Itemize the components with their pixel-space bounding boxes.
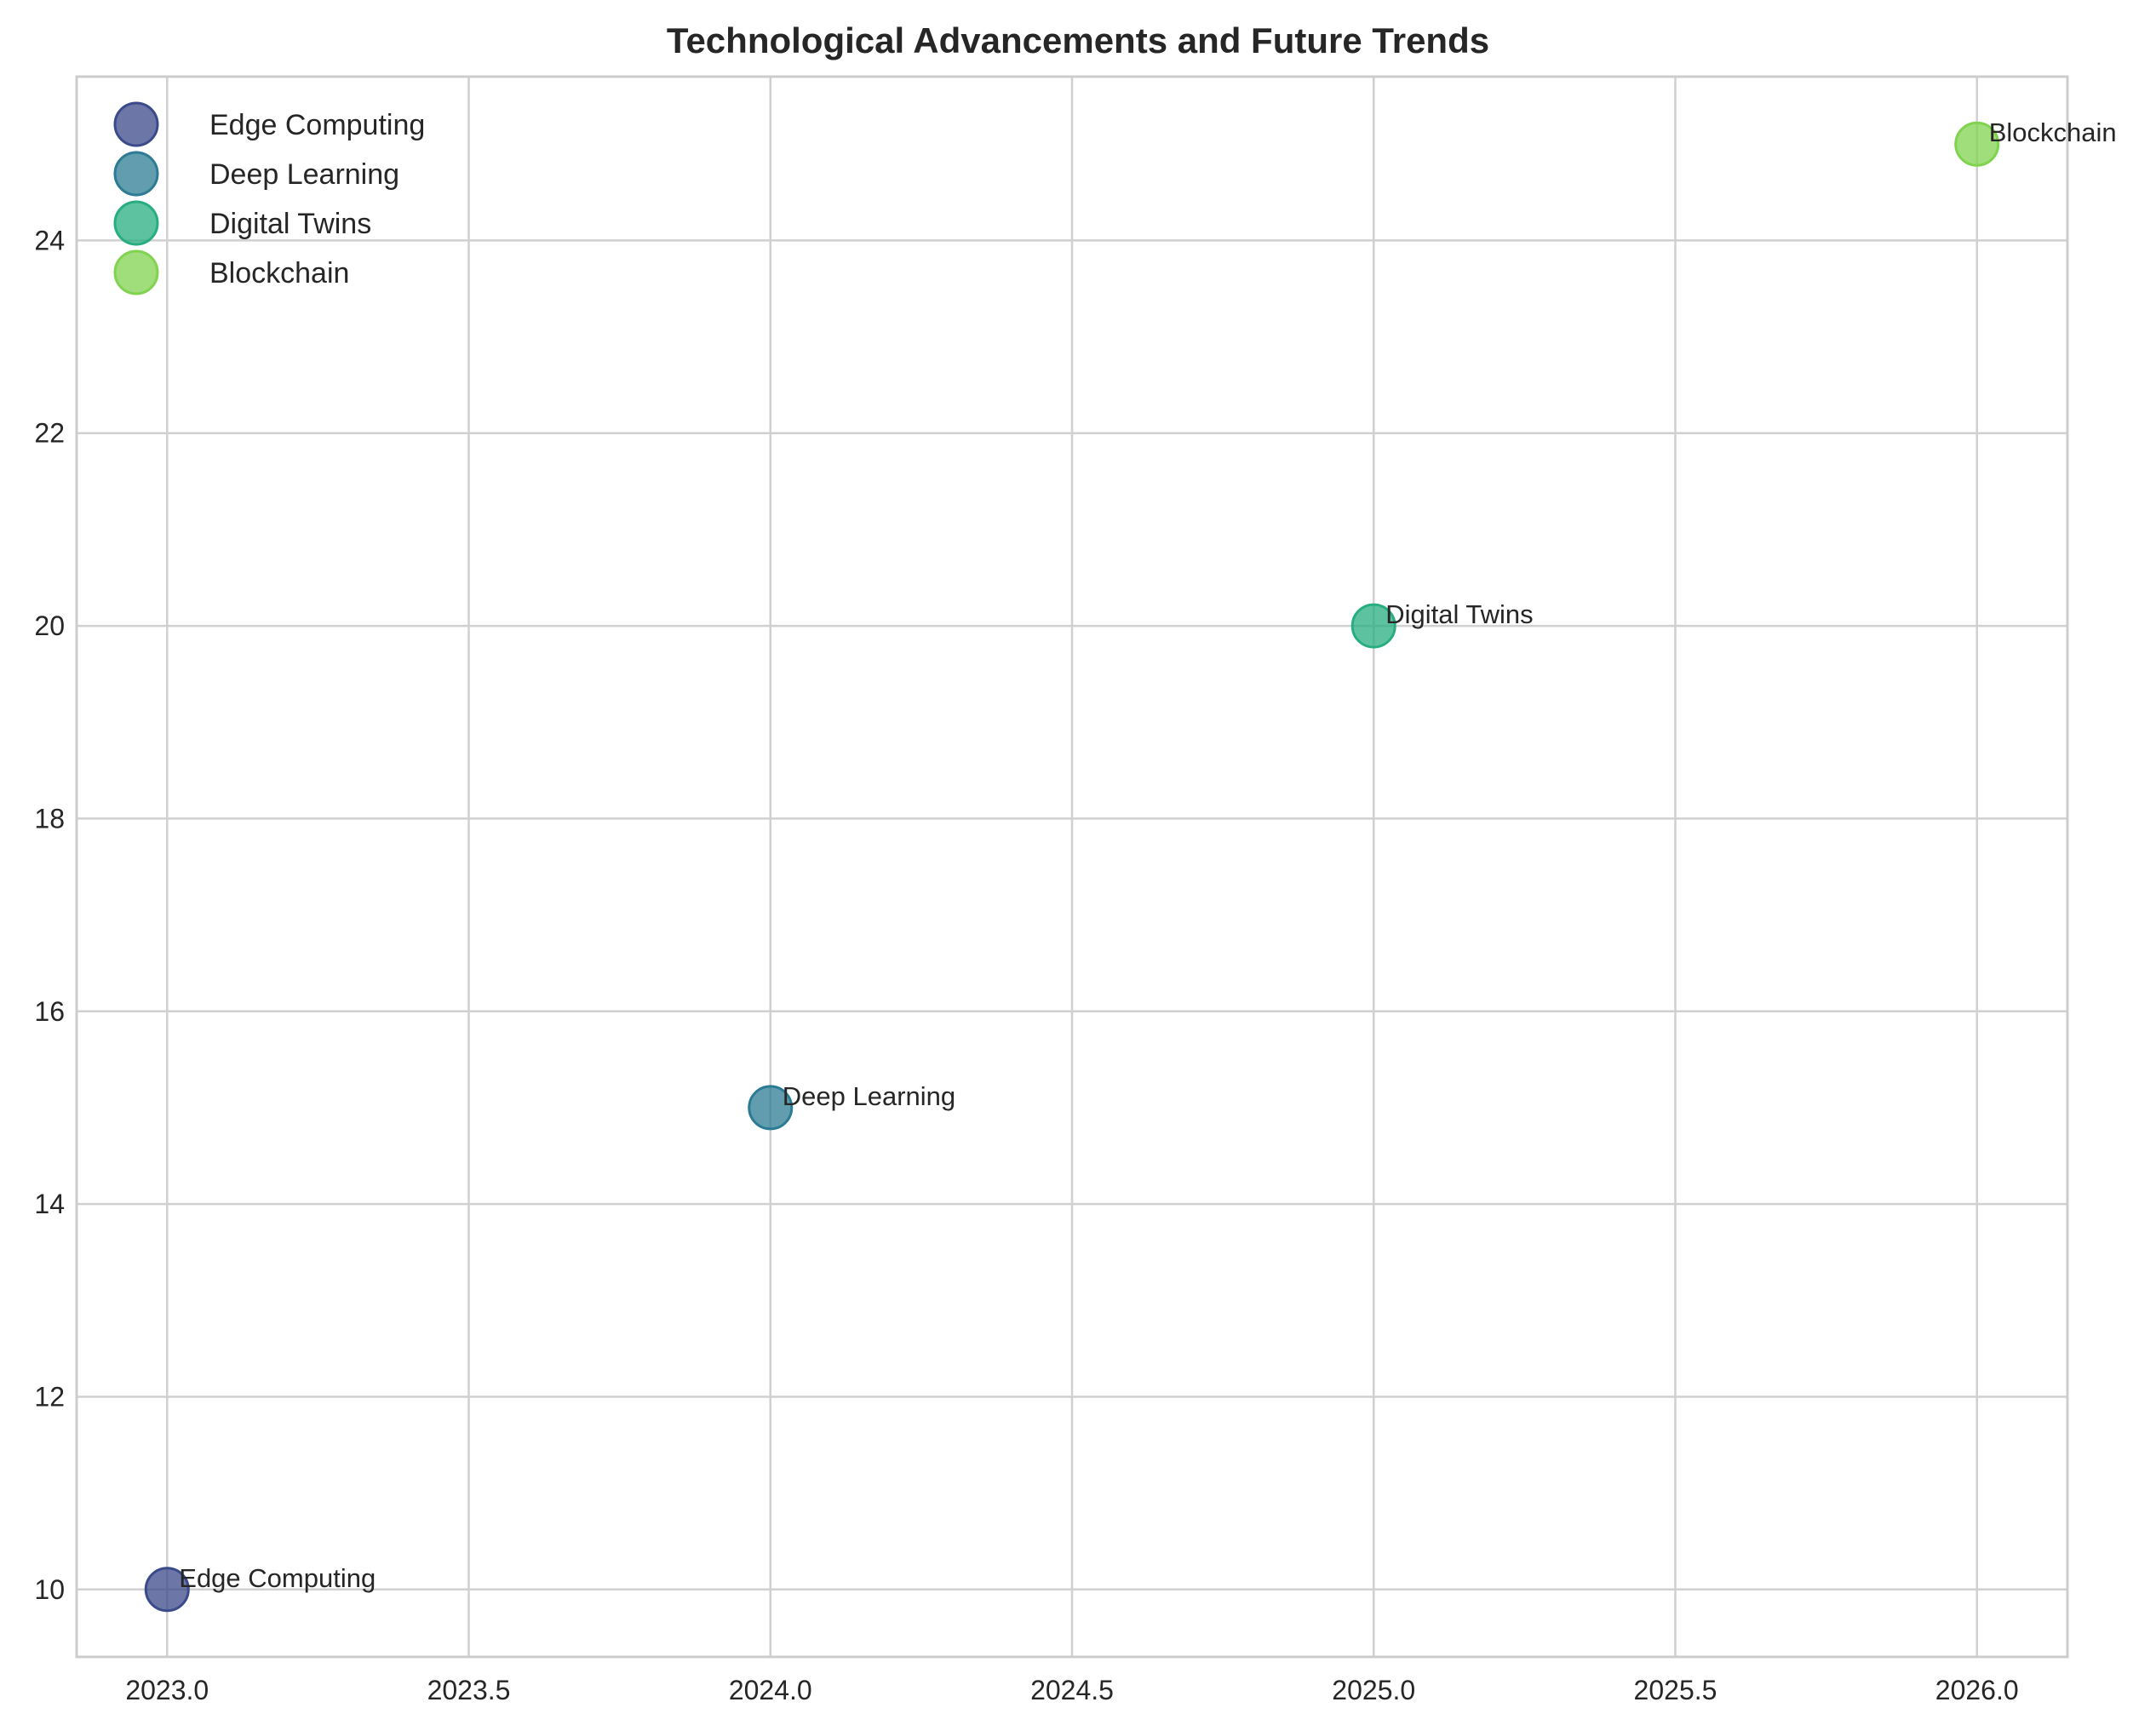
x-tick-label: 2024.0 — [729, 1675, 812, 1705]
x-tick-label: 2023.5 — [427, 1675, 511, 1705]
legend-label: Digital Twins — [209, 208, 371, 240]
y-tick-label: 16 — [34, 996, 65, 1027]
y-tick-label: 14 — [34, 1189, 65, 1219]
x-tick-label: 2026.0 — [1935, 1675, 2019, 1705]
legend-marker — [113, 249, 159, 295]
grid-lines — [77, 77, 2067, 1657]
x-axis-tick-labels: 2023.0 2023.5 2024.0 2024.5 2025.0 2025.5 2026… — [125, 1675, 2018, 1705]
y-tick-label: 20 — [34, 610, 65, 641]
data-label: Blockchain — [1989, 117, 2117, 147]
data-label: Edge Computing — [179, 1563, 376, 1593]
x-tick-label: 2025.0 — [1332, 1675, 1415, 1705]
y-axis-tick-labels: 10 12 14 16 18 20 22 24 — [34, 225, 65, 1604]
y-tick-label: 12 — [34, 1381, 65, 1412]
legend-marker — [113, 200, 159, 246]
data-point — [144, 1567, 190, 1613]
x-tick-label: 2025.5 — [1634, 1675, 1717, 1705]
point-annotations: Edge Computing Deep Learning Digital Twins… — [179, 117, 2116, 1593]
legend-marker — [113, 101, 159, 147]
x-tick-label: 2023.0 — [125, 1675, 209, 1705]
data-point — [748, 1085, 794, 1131]
x-tick-label: 2024.5 — [1030, 1675, 1114, 1705]
y-tick-label: 24 — [34, 225, 65, 255]
data-label: Deep Learning — [783, 1081, 955, 1111]
data-label: Digital Twins — [1385, 599, 1533, 629]
data-point — [1350, 603, 1396, 649]
legend-label: Blockchain — [209, 257, 349, 289]
y-tick-label: 18 — [34, 803, 65, 834]
y-tick-label: 10 — [34, 1574, 65, 1605]
legend-label: Edge Computing — [209, 109, 425, 141]
data-points — [144, 121, 2000, 1613]
data-point — [1954, 121, 2000, 167]
legend-label: Deep Learning — [209, 158, 399, 191]
plot-area-frame — [75, 75, 2069, 1659]
chart-title: Technological Advancements and Future Tr… — [667, 20, 1489, 60]
legend: Edge Computing Deep Learning Digital Twins… — [113, 101, 425, 295]
y-tick-label: 22 — [34, 418, 65, 449]
legend-marker — [113, 151, 159, 197]
